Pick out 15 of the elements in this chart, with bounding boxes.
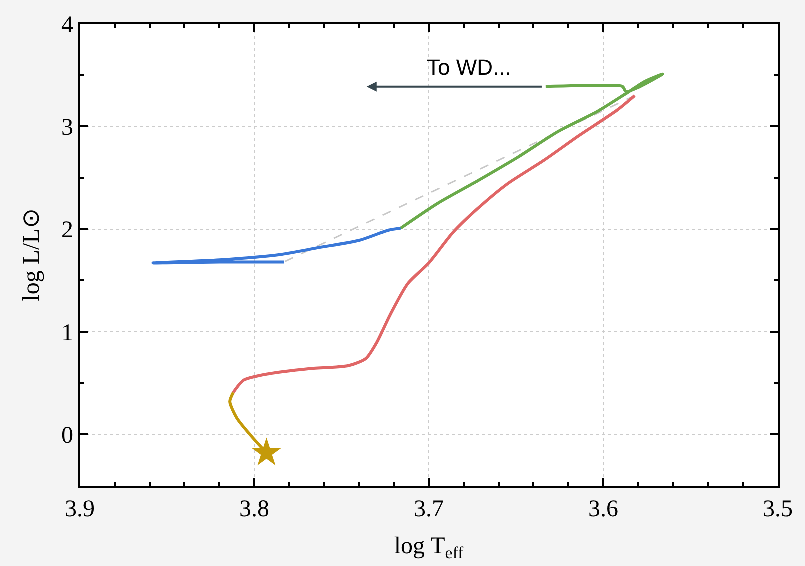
line-series — [152, 226, 403, 265]
y-tick-label: 0 — [61, 423, 74, 450]
x-tick-label: 3.9 — [65, 496, 95, 523]
x-tick-label: 3.8 — [240, 496, 270, 523]
x-tick-label: 3.5 — [763, 496, 793, 523]
x-tick-label: 3.6 — [588, 496, 618, 523]
annotation: To WD... — [427, 55, 512, 80]
line-series — [232, 94, 636, 394]
x-axis-title: log T$_{eff}$ — [394, 533, 464, 562]
y-tick-label: 3 — [61, 115, 74, 142]
y-tick-label: 2 — [61, 218, 74, 244]
x-tick-label: 3.7 — [414, 496, 444, 523]
y-axis-title: log L/L⊙ — [19, 208, 46, 302]
y-tick-label: 1 — [61, 320, 74, 346]
y-tick-label: 4 — [61, 12, 74, 38]
